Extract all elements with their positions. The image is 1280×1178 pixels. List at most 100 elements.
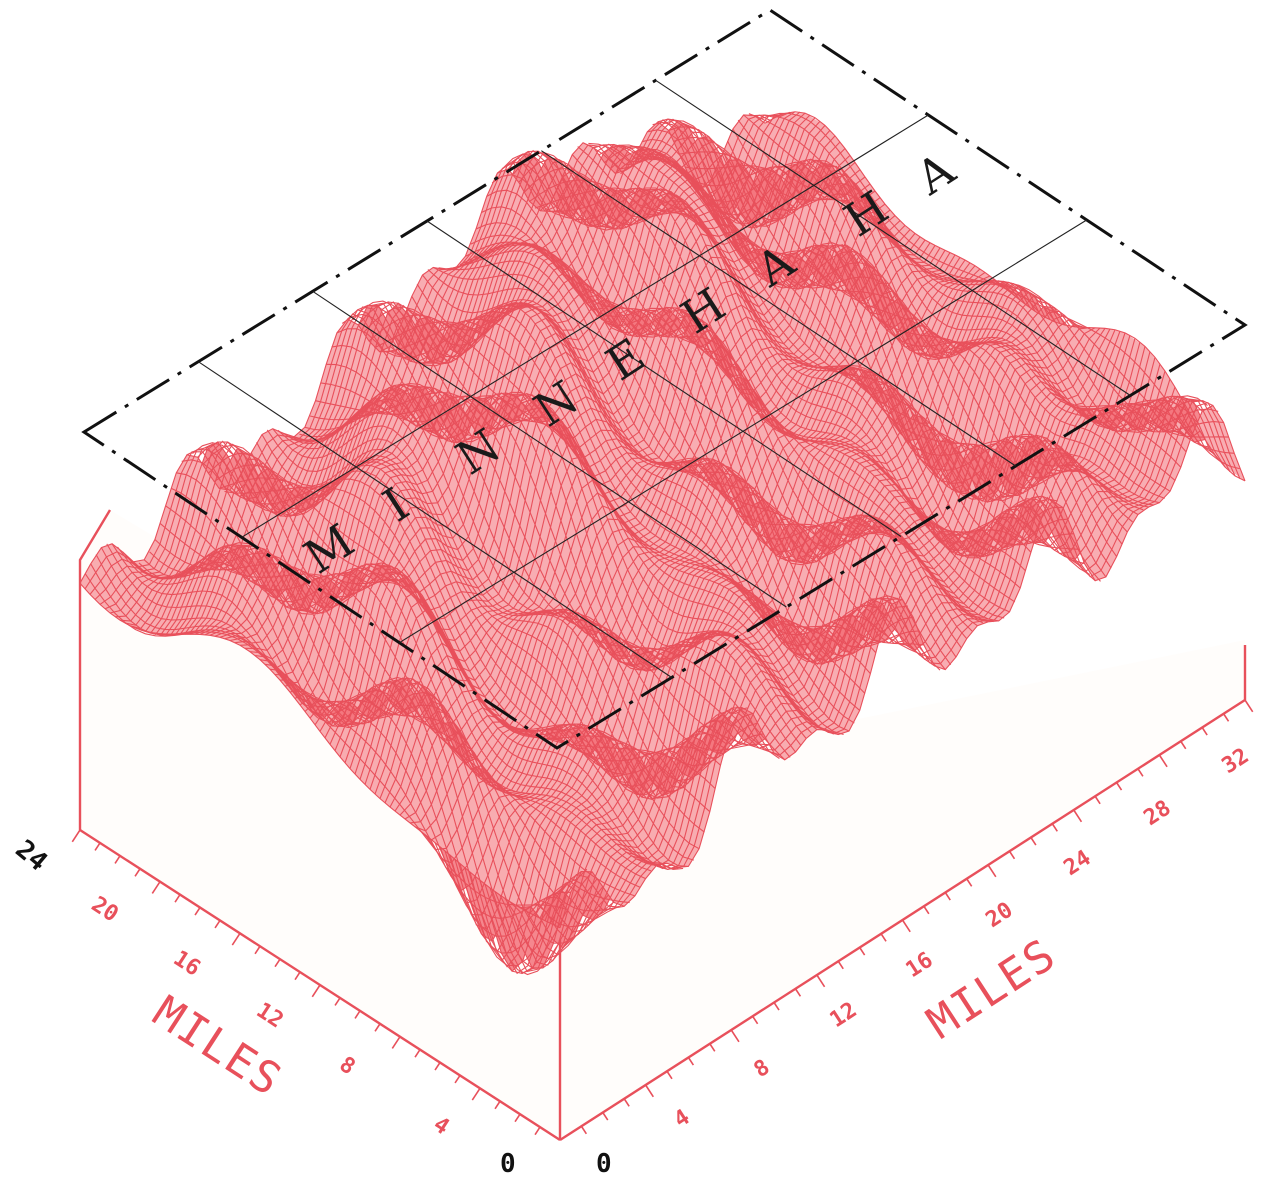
mesh-col (122, 551, 604, 970)
right-tick (1008, 850, 1016, 860)
right-tick (1222, 713, 1230, 722)
right-tick (580, 1125, 588, 1135)
mesh-col (197, 441, 678, 870)
left-tick (151, 881, 161, 894)
mesh-col (127, 550, 609, 959)
right-tick (794, 988, 802, 997)
overlay-grid-line (198, 361, 672, 678)
mesh-col (566, 165, 1048, 552)
overlay-grid-line (655, 79, 1131, 396)
mesh-col (497, 161, 978, 627)
left-tick (114, 855, 121, 864)
mesh-col (261, 434, 743, 800)
mesh-col (176, 472, 657, 867)
mesh-col (256, 442, 737, 795)
right-tick (816, 974, 826, 988)
mesh-row (474, 363, 1161, 968)
mesh-col (689, 165, 1171, 492)
left-tick (454, 1074, 461, 1084)
left-origin-label: 0 (500, 1149, 516, 1178)
mesh-col (159, 523, 641, 888)
left-tick (194, 907, 201, 916)
right-tick-label-24: 24 (1060, 846, 1096, 881)
left-tick (94, 842, 101, 851)
mesh-col (625, 158, 1107, 578)
right-tick-label-32: 32 (1218, 744, 1254, 779)
mesh-col (288, 389, 769, 751)
left-tick-label-4: 4 (429, 1112, 454, 1140)
right-tick-label-28: 28 (1140, 796, 1176, 831)
mesh-col (240, 464, 721, 766)
mesh-col (540, 187, 1021, 589)
right-tick-label-16: 16 (902, 948, 938, 983)
right-axis-ticks (580, 699, 1254, 1135)
right-tick (687, 1057, 695, 1066)
mesh-col (486, 189, 968, 640)
mesh-col (588, 142, 1069, 552)
right-tick (1244, 699, 1254, 713)
mesh-col (363, 306, 844, 736)
left-tick-label-24: 24 (10, 834, 53, 877)
left-tick (374, 1023, 381, 1032)
mesh-col (764, 111, 1246, 482)
left-axis-ticks (71, 829, 541, 1136)
mesh-col (117, 546, 598, 976)
mesh-col (571, 154, 1053, 557)
surface-strip (380, 306, 1085, 816)
right-tick-label-4: 4 (670, 1105, 695, 1133)
mesh-col (727, 140, 1208, 429)
left-tick (274, 958, 281, 968)
mesh-col (224, 486, 705, 833)
left-wall (80, 510, 560, 1140)
left-tick-label-16: 16 (169, 946, 205, 981)
right-tick (901, 919, 911, 933)
mesh-col (304, 386, 786, 761)
right-tick (966, 878, 973, 887)
mesh-col (100, 547, 582, 954)
overlay-grid-line (426, 220, 902, 537)
mesh-col (293, 383, 775, 754)
right-tick (859, 947, 866, 956)
mesh-col (266, 429, 748, 799)
overlay-grid-line (399, 219, 1087, 644)
mesh-col (673, 136, 1155, 506)
mesh-col (657, 118, 1139, 515)
left-tick (471, 1087, 481, 1101)
surface-strip (280, 245, 985, 727)
right-tick (1094, 795, 1101, 805)
right-tick (1073, 809, 1083, 823)
right-tick (880, 933, 887, 942)
mesh-col (202, 444, 684, 871)
left-tick (534, 1126, 541, 1136)
left-tick (514, 1113, 521, 1123)
left-tick-label-8: 8 (335, 1052, 360, 1080)
mesh-row (484, 378, 1171, 975)
right-tick (773, 1002, 780, 1011)
right-tick (1137, 768, 1144, 777)
left-tick-label-12: 12 (252, 998, 288, 1033)
mesh-col (416, 283, 898, 663)
mesh-col (716, 167, 1198, 423)
mesh-col (234, 470, 716, 789)
left-tick (174, 894, 181, 903)
left-tick (391, 1036, 401, 1049)
mesh-col (481, 206, 962, 649)
mesh-col (705, 159, 1187, 453)
surface-strip (340, 281, 1045, 780)
left-vertical-edge (78, 509, 112, 830)
surface-strip (320, 281, 1025, 757)
right-tick (837, 960, 844, 970)
surface-strip (540, 397, 1245, 928)
mesh-col (647, 129, 1128, 533)
mesh-col (272, 425, 753, 793)
mesh-col (454, 242, 935, 667)
mesh-col (374, 321, 855, 724)
left-tick (434, 1062, 441, 1071)
right-tick (987, 864, 997, 878)
mesh-col (604, 145, 1085, 565)
mesh-col (111, 543, 593, 974)
right-tick (1180, 740, 1187, 750)
mesh-col (711, 164, 1192, 437)
left-tick-label-20: 20 (87, 892, 123, 927)
right-tick (1030, 837, 1037, 846)
